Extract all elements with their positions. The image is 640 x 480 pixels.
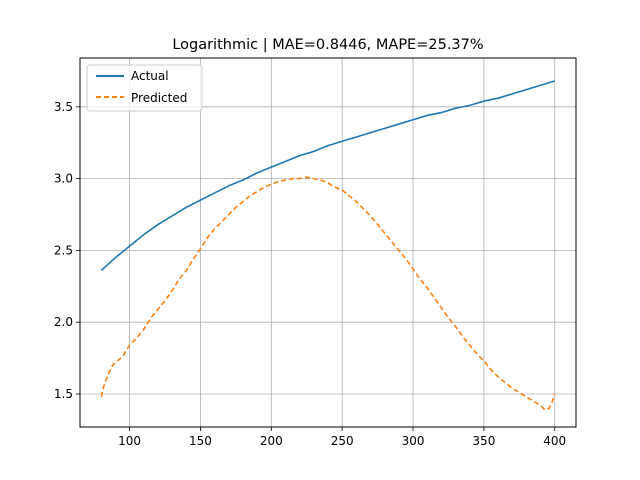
x-axis: 100 150 200 250 300 350 400 (118, 427, 566, 448)
x-tick-label: 150 (189, 434, 212, 448)
x-tick-label: 100 (118, 434, 141, 448)
legend-label-predicted: Predicted (131, 91, 187, 105)
x-tick-label: 200 (260, 434, 283, 448)
plot-area-frame (79, 57, 577, 428)
chart-title: Logarithmic | MAE=0.8446, MAPE=25.37% (172, 37, 483, 53)
x-tick-label: 300 (402, 434, 425, 448)
grid-layer (80, 58, 576, 427)
y-tick-label: 2.0 (54, 315, 73, 329)
series-line-1 (100, 176, 556, 411)
series-line-0 (100, 80, 555, 272)
legend-label-actual: Actual (131, 69, 169, 83)
series-layer (100, 80, 556, 411)
y-axis: 1.5 2.0 2.5 3.0 3.5 (54, 100, 80, 401)
y-tick-label: 3.5 (54, 100, 73, 114)
y-tick-label: 1.5 (54, 387, 73, 401)
x-tick-label: 400 (543, 434, 566, 448)
y-tick-label: 2.5 (54, 243, 73, 257)
legend: Actual Predicted (86, 64, 203, 112)
x-tick-label: 350 (472, 434, 495, 448)
y-tick-label: 3.0 (54, 172, 73, 186)
x-tick-label: 250 (331, 434, 354, 448)
